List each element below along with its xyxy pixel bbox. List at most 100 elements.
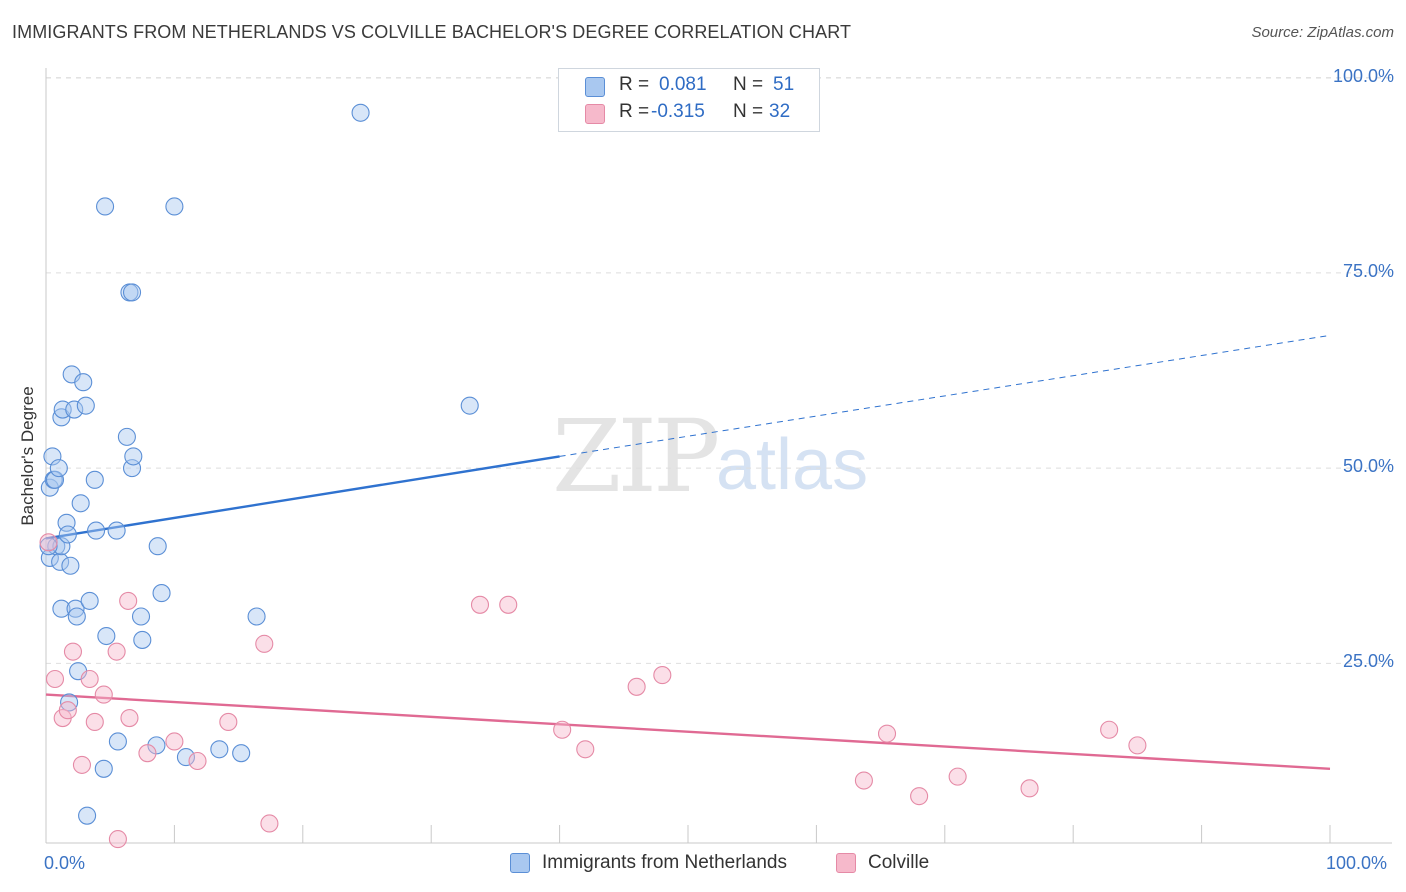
point-netherlands	[460, 396, 479, 415]
point-colville	[138, 744, 157, 763]
point-netherlands	[85, 470, 104, 489]
stats-row-netherlands: R = 0.081 N = 51	[559, 74, 819, 100]
point-netherlands	[80, 591, 99, 610]
trend-line-netherlands	[45, 455, 560, 540]
point-netherlands	[96, 197, 115, 216]
stats-row-colville: R = -0.315 N = 32	[559, 101, 819, 127]
r-label: R =	[619, 101, 650, 122]
trend-line-netherlands-extension	[559, 334, 1331, 457]
legend-label: Colville	[868, 852, 930, 873]
point-colville	[63, 642, 83, 661]
y-tick-label: 25.0%	[1342, 651, 1394, 672]
point-netherlands	[49, 459, 68, 478]
point-colville	[948, 767, 967, 786]
blue-swatch	[585, 77, 605, 97]
x-tick-label-max: 100.0%	[1326, 853, 1388, 873]
point-colville	[854, 771, 873, 790]
point-netherlands	[131, 607, 151, 626]
point-netherlands	[65, 400, 84, 419]
point-colville	[119, 591, 138, 610]
source-label: Source: ZipAtlas.com	[1251, 24, 1394, 41]
point-netherlands	[122, 283, 142, 302]
n-value: 32	[769, 101, 791, 122]
point-netherlands	[117, 427, 136, 446]
point-colville	[255, 634, 274, 653]
point-netherlands	[67, 607, 86, 626]
point-colville	[94, 685, 113, 704]
point-netherlands	[51, 552, 70, 571]
y-tick-label: 75.0%	[1342, 260, 1394, 281]
n-label: N =	[733, 101, 764, 122]
point-colville	[85, 712, 104, 731]
watermark-zip: ZIP	[552, 398, 720, 515]
point-colville	[653, 666, 672, 685]
point-netherlands	[124, 447, 143, 466]
point-netherlands	[165, 197, 184, 216]
point-netherlands	[176, 748, 196, 767]
x-tick-label-min: 0.0%	[44, 853, 86, 873]
point-colville	[470, 595, 490, 614]
y-axis-label: Bachelor's Degree	[18, 386, 37, 526]
point-netherlands	[61, 556, 80, 575]
point-netherlands	[108, 732, 127, 751]
legend-swatch-pink	[836, 853, 856, 873]
point-netherlands	[133, 630, 152, 649]
point-netherlands	[232, 744, 251, 763]
point-colville	[188, 751, 207, 771]
legend-label: Immigrants from Netherlands	[542, 852, 787, 873]
point-colville	[1128, 736, 1147, 755]
point-netherlands	[148, 537, 167, 556]
point-colville	[45, 669, 65, 689]
point-colville	[627, 677, 646, 696]
watermark-atlas: atlas	[716, 425, 869, 505]
point-netherlands	[107, 521, 126, 540]
y-tick-label: 50.0%	[1342, 456, 1394, 477]
point-netherlands	[152, 584, 171, 603]
gridlines	[46, 77, 1392, 664]
stats-box: R = 0.081 N = 51 R = -0.315 N = 32	[558, 68, 820, 132]
point-netherlands	[247, 607, 266, 626]
point-colville	[165, 732, 184, 751]
point-netherlands	[71, 494, 90, 513]
point-colville	[1100, 720, 1119, 739]
point-netherlands	[58, 525, 77, 544]
point-colville	[80, 669, 99, 689]
point-netherlands	[39, 537, 58, 556]
point-colville	[576, 740, 595, 759]
pink-swatch	[585, 104, 605, 124]
data-points	[39, 103, 1147, 849]
n-value: 51	[773, 74, 795, 95]
point-netherlands	[87, 521, 106, 540]
legend-swatch-blue	[510, 853, 530, 873]
point-netherlands	[60, 693, 79, 712]
point-netherlands	[74, 373, 93, 392]
point-netherlands	[351, 103, 370, 122]
point-colville	[72, 755, 92, 774]
trend-line-colville	[45, 693, 1331, 771]
point-netherlands	[52, 599, 71, 618]
point-colville	[120, 708, 139, 728]
trend-lines	[45, 334, 1331, 771]
point-netherlands	[78, 806, 97, 825]
r-value: 0.081	[659, 74, 707, 95]
point-netherlands	[210, 740, 229, 759]
r-label: R =	[619, 74, 650, 95]
chart-title: IMMIGRANTS FROM NETHERLANDS VS COLVILLE …	[12, 22, 852, 42]
point-netherlands	[45, 470, 65, 489]
point-netherlands	[76, 396, 95, 415]
axes	[45, 68, 1392, 844]
point-colville	[553, 720, 572, 739]
r-value: -0.315	[651, 101, 705, 122]
y-tick-label: 100.0%	[1332, 65, 1394, 86]
point-colville	[499, 595, 518, 614]
point-colville	[39, 533, 58, 552]
point-netherlands	[66, 599, 85, 618]
point-colville	[107, 642, 126, 661]
point-netherlands	[43, 447, 62, 466]
point-netherlands	[97, 626, 116, 646]
point-colville	[58, 701, 77, 720]
point-colville	[877, 724, 897, 743]
point-colville	[910, 787, 929, 806]
n-label: N =	[733, 74, 764, 95]
